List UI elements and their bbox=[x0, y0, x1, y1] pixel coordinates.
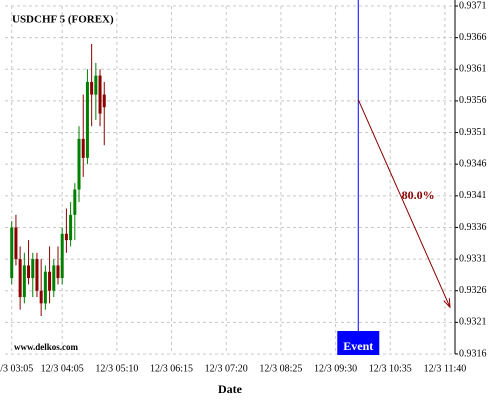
candle-body bbox=[98, 75, 102, 114]
x-tick-label: 12/3 04:05 bbox=[41, 363, 84, 374]
y-tick-label: 0.9336 bbox=[459, 222, 487, 233]
candle-body bbox=[69, 214, 73, 241]
candle-body bbox=[56, 265, 60, 279]
x-tick-label: 12/3 03:05 bbox=[0, 363, 33, 374]
y-tick-label: 0.9316 bbox=[459, 348, 487, 359]
y-tick-label: 0.9341 bbox=[459, 190, 487, 201]
event-box bbox=[337, 331, 380, 355]
candle-body bbox=[77, 138, 81, 190]
candle-body bbox=[102, 94, 106, 108]
x-axis-label: Date bbox=[218, 382, 243, 396]
y-tick-label: 0.9371 bbox=[459, 0, 487, 11]
candle-body bbox=[52, 265, 56, 291]
candle-body bbox=[35, 259, 39, 291]
candle-body bbox=[73, 189, 77, 215]
x-tick-label: 12/3 05:10 bbox=[95, 363, 138, 374]
chart-title: USDCHF 5 (FOREX) bbox=[12, 14, 114, 26]
y-tick-label: 0.9346 bbox=[459, 158, 487, 169]
candle-body bbox=[18, 259, 22, 298]
x-tick-label: 12/3 10:35 bbox=[369, 363, 412, 374]
candle-body bbox=[22, 265, 26, 298]
x-tick-label: 12/3 09:30 bbox=[314, 363, 357, 374]
x-tick-label: 12/3 07:20 bbox=[205, 363, 248, 374]
x-tick-label: 12/3 06:15 bbox=[150, 363, 193, 374]
candle-body bbox=[39, 290, 43, 304]
candle-body bbox=[90, 81, 94, 95]
y-tick-label: 0.9356 bbox=[459, 95, 487, 106]
y-tick-label: 0.9361 bbox=[459, 64, 487, 75]
event-label: Event bbox=[343, 339, 373, 353]
x-tick-label: 12/3 08:25 bbox=[259, 363, 302, 374]
candle-body bbox=[64, 233, 68, 241]
candle-body bbox=[48, 271, 52, 291]
x-tick-label: 12/3 11:40 bbox=[424, 363, 467, 374]
candle-body bbox=[85, 81, 89, 158]
candle-body bbox=[60, 233, 64, 279]
candle-body bbox=[94, 75, 98, 95]
projection-label: 80.0% bbox=[402, 188, 435, 202]
y-tick-label: 0.9366 bbox=[459, 32, 487, 43]
projection-arrow bbox=[357, 99, 451, 308]
candle-body bbox=[27, 265, 31, 279]
candle-body bbox=[14, 227, 18, 260]
y-tick-label: 0.9331 bbox=[459, 253, 487, 264]
y-tick-label: 0.9321 bbox=[459, 317, 487, 328]
candle-body bbox=[43, 271, 47, 304]
y-tick-label: 0.9326 bbox=[459, 285, 487, 296]
candle-body bbox=[10, 227, 14, 279]
watermark: www.delkos.com bbox=[14, 342, 79, 352]
arrow-head bbox=[443, 298, 451, 309]
candle-body bbox=[81, 138, 85, 158]
candle-body bbox=[31, 259, 35, 279]
y-tick-label: 0.9351 bbox=[459, 127, 487, 138]
